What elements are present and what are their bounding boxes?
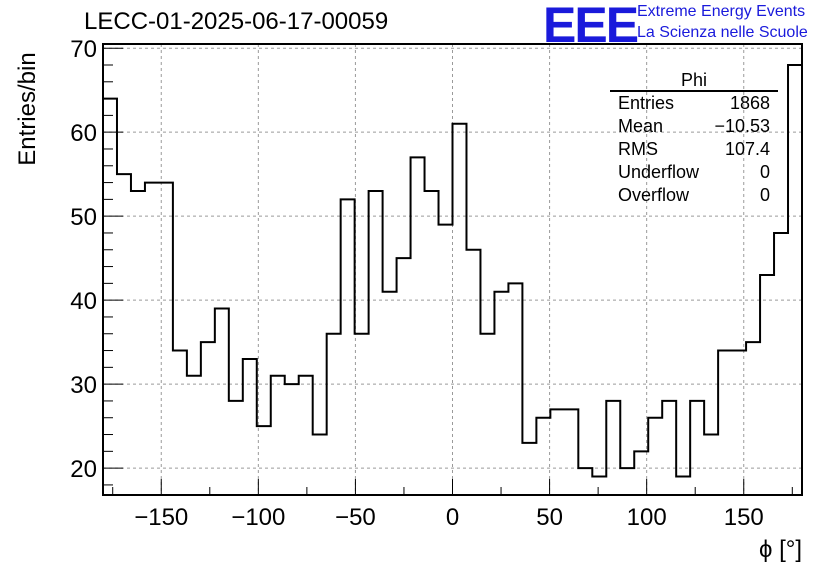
plot-frame [102, 43, 803, 496]
histogram-step-line [102, 63, 803, 495]
x-tick-label: −100 [231, 504, 285, 531]
stats-row: RMS 107.4 [610, 138, 778, 161]
stats-label: Overflow [618, 185, 690, 205]
stats-title: Phi [610, 70, 778, 92]
chart-title: LECC-01-2025-06-17-00059 [84, 8, 389, 35]
y-tick-label: 30 [70, 372, 97, 399]
axis-ticks: −150 −100 −50 0 50 100 150 20 30 40 50 60 70 [70, 36, 793, 531]
y-tick-label: 70 [70, 36, 97, 63]
stats-label: Mean [618, 116, 664, 136]
x-tick-label: −50 [335, 504, 376, 531]
logo-text-line1: Extreme Energy Events [637, 3, 806, 20]
stats-row: Underflow 0 [610, 161, 778, 184]
logo-text-line2: La Scienza nelle Scuole [637, 24, 808, 41]
stats-value: −10.53 [714, 116, 770, 136]
y-tick-label: 20 [70, 456, 97, 483]
stats-box: Phi Entries 1868 Mean −10.53 RMS 107.4 Unde… [610, 70, 778, 207]
stats-label: RMS [618, 139, 658, 159]
stats-value: 1868 [729, 93, 770, 113]
y-tick-label: 50 [70, 204, 97, 231]
stats-value: 0 [759, 162, 770, 182]
stats-value: 107.4 [724, 139, 770, 159]
stats-row: Mean −10.53 [610, 115, 778, 138]
y-axis-label: Entries/bin [14, 52, 41, 166]
stats-row: Entries 1868 [610, 92, 778, 115]
stats-label: Entries [618, 93, 675, 113]
y-tick-label: 40 [70, 288, 97, 315]
x-tick-label: 150 [724, 504, 764, 531]
x-tick-label: 0 [446, 504, 459, 531]
eee-logo: EEE [543, 0, 639, 53]
stats-row: Overflow 0 [610, 184, 778, 207]
stats-value: 0 [759, 185, 770, 205]
x-tick-label: 100 [627, 504, 667, 531]
x-tick-label: 50 [536, 504, 563, 531]
x-tick-label: −150 [134, 504, 188, 531]
stats-label: Underflow [618, 162, 700, 182]
x-axis-label: ϕ [°] [758, 536, 802, 563]
y-tick-label: 60 [70, 120, 97, 147]
